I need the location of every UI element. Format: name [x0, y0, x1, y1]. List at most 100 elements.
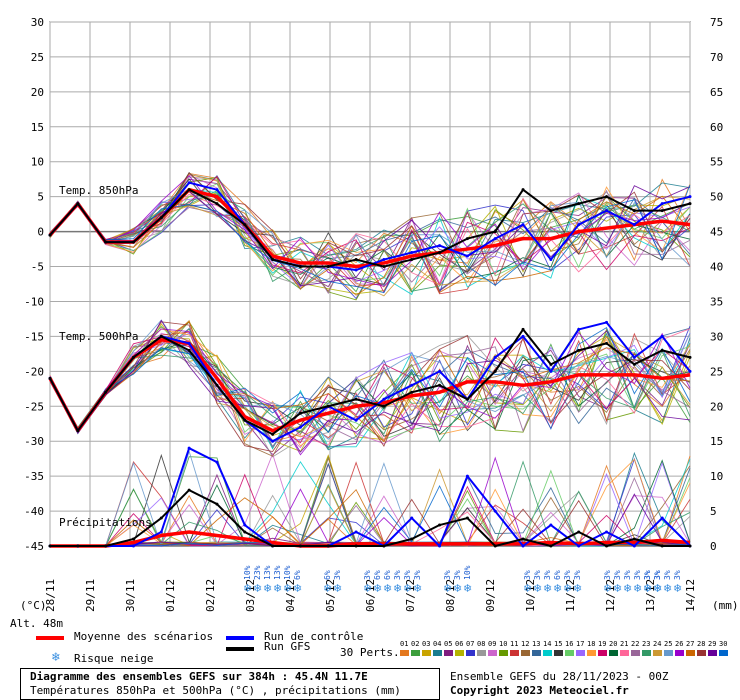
x-tick-label: 30/11 — [124, 579, 137, 612]
gfs-t500-point — [131, 355, 135, 359]
gfs-t850-point — [48, 233, 52, 237]
snow-risk-pct: 3% — [393, 570, 402, 580]
ensemble-member-t500 — [49, 319, 691, 438]
snow-risk-pct: 3% — [633, 570, 642, 580]
gfs-t850-point — [605, 195, 609, 199]
altitude-label: Alt. 48m — [10, 617, 63, 630]
snowflake-icon: ❄ — [383, 582, 392, 595]
control-t500-point — [632, 355, 636, 359]
gfs-legend-line — [226, 647, 254, 651]
ensemble-member-t850 — [49, 171, 691, 287]
gfs-t850-line — [49, 188, 691, 268]
gfs-t500-point — [104, 390, 108, 394]
gfs-t850-point — [187, 188, 191, 192]
gfs-t850-point — [493, 230, 497, 234]
control-t850-point — [465, 254, 469, 258]
x-tick-label: 13/12 — [644, 579, 657, 612]
gfs-t850-point — [438, 251, 442, 255]
x-tick-label: 07/12 — [404, 579, 417, 612]
perturbation-number: 23 — [642, 640, 651, 648]
ensemble-member-t500 — [49, 325, 691, 440]
snow-risk-pct: 3% — [653, 570, 662, 580]
snow-risk-pct: 3% — [613, 570, 622, 580]
left-tick-label: -40 — [24, 505, 44, 518]
control-precip-point — [660, 516, 664, 520]
gfs-precip-point — [660, 544, 664, 548]
gfs-precip-point — [104, 544, 108, 548]
gfs-precip-point — [354, 544, 358, 548]
control-precip-point — [131, 544, 135, 548]
left-tick-label: 30 — [31, 16, 44, 29]
control-t850-point — [577, 223, 581, 227]
control-t850-point — [215, 188, 219, 192]
perturbation-number: 09 — [488, 640, 497, 648]
gfs-t500-line — [49, 328, 691, 436]
snowflake-icon: ❄ — [253, 582, 262, 595]
perturbation-swatch — [477, 650, 486, 656]
x-tick-label: 28/11 — [44, 579, 57, 612]
gfs-precip-point — [298, 544, 302, 548]
snowflake-icon: ❄ — [363, 582, 372, 595]
snow-risk-pct: 3% — [363, 570, 372, 580]
gfs-t500-point — [243, 418, 247, 422]
ensemble-member-t500 — [49, 346, 691, 448]
control-t500-point — [549, 369, 553, 373]
x-tick-label: 11/12 — [564, 579, 577, 612]
x-tick-label: 04/12 — [284, 579, 297, 612]
snowflake-icon: ❄ — [293, 582, 302, 595]
x-tick-label: 10/12 — [524, 579, 537, 612]
snow-risk-pct: 6% — [383, 570, 392, 580]
control-legend-line — [226, 636, 254, 640]
perturbation-number: 07 — [466, 640, 475, 648]
control-precip-point — [215, 460, 219, 464]
footer-box — [20, 668, 440, 700]
snowflake-icon: ❄ — [653, 582, 662, 595]
gfs-precip-point — [382, 544, 386, 548]
footer-title: Diagramme des ensembles GEFS sur 384h : … — [30, 670, 368, 683]
x-tick-label: 12/12 — [604, 579, 617, 612]
gfs-precip-point — [48, 544, 52, 548]
gfs-t500-point — [76, 429, 80, 433]
footer-subtitle: Températures 850hPa et 500hPa (°C) , pré… — [30, 684, 401, 697]
gfs-t850-point — [76, 202, 80, 206]
gfs-t850-point — [243, 223, 247, 227]
gfs-t850-point — [521, 188, 525, 192]
gfs-precip-point — [605, 544, 609, 548]
x-tick-label: 14/12 — [684, 579, 697, 612]
ensemble-member-t500 — [49, 328, 691, 446]
gfs-precip-point — [577, 530, 581, 534]
snow-risk-pct: 3% — [653, 570, 662, 580]
gfs-precip-point — [521, 537, 525, 541]
perturbation-swatch — [653, 650, 662, 656]
perturbation-number: 29 — [708, 640, 717, 648]
right-tick-label: 60 — [710, 121, 723, 134]
perturbation-swatch — [719, 650, 728, 656]
gfs-t850-point — [215, 202, 219, 206]
control-t850-point — [438, 244, 442, 248]
x-tick-label: 06/12 — [364, 579, 377, 612]
control-t850-point — [688, 195, 692, 199]
right-tick-label: 55 — [710, 156, 723, 169]
snow-risk-pct: 10% — [243, 565, 252, 580]
control-t500-point — [410, 383, 414, 387]
perturbation-swatch — [455, 650, 464, 656]
control-t500-point — [271, 439, 275, 443]
x-tick-label: 01/12 — [164, 579, 177, 612]
snowflake-icon: ❄ — [573, 582, 582, 595]
snowflake-icon: ❄ — [613, 582, 622, 595]
ensemble-member-t500 — [49, 321, 691, 433]
gfs-t850-point — [131, 240, 135, 244]
snowflake-icon: ❄ — [413, 582, 422, 595]
gfs-t500-point — [549, 362, 553, 366]
perturbation-swatch — [642, 650, 651, 656]
control-precip-point — [354, 530, 358, 534]
perturbation-swatch — [400, 650, 409, 656]
snow-risk-pct: 13% — [263, 565, 272, 580]
perturbation-number: 16 — [565, 640, 574, 648]
snowflake-icon: ❄ — [603, 582, 612, 595]
snow-risk-pct: 3% — [533, 570, 542, 580]
snowflake-icon: ❄ — [673, 582, 682, 595]
ensemble-member-t850 — [49, 185, 691, 287]
ensemble-member-t500 — [49, 326, 691, 434]
